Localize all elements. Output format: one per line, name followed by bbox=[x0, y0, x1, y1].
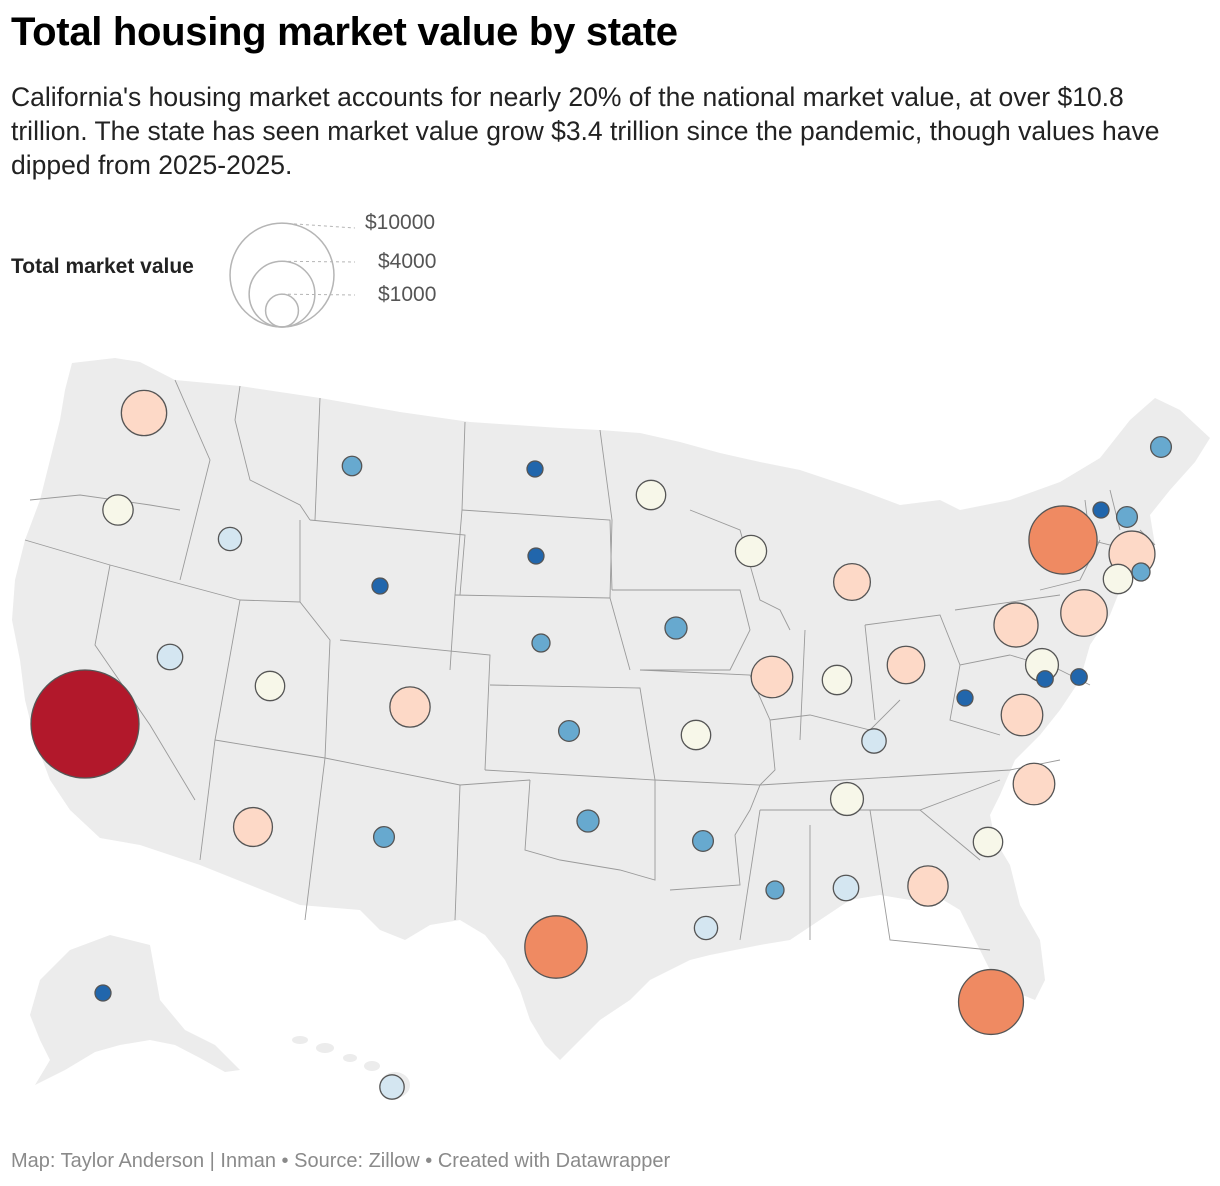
bubble-ct[interactable] bbox=[1102, 563, 1134, 595]
footer-tool: Created with Datawrapper bbox=[437, 1150, 671, 1172]
bubble-az[interactable] bbox=[232, 806, 274, 848]
bubble-nc[interactable] bbox=[1012, 762, 1056, 806]
bubble-nv[interactable] bbox=[156, 643, 184, 671]
bubble-wa[interactable] bbox=[120, 389, 168, 437]
legend-label-medium: $4000 bbox=[378, 250, 437, 273]
bubble-tn[interactable] bbox=[829, 781, 865, 817]
bubble-ut[interactable] bbox=[254, 670, 286, 702]
bubble-ky[interactable] bbox=[861, 728, 887, 754]
bubble-ne[interactable] bbox=[531, 633, 551, 653]
bubble-hi[interactable] bbox=[379, 1074, 405, 1100]
bubble-ak[interactable] bbox=[94, 984, 112, 1002]
bubble-il[interactable] bbox=[750, 655, 794, 699]
bubble-mn[interactable] bbox=[635, 479, 667, 511]
bubble-wi[interactable] bbox=[734, 534, 768, 568]
bubble-ny[interactable] bbox=[1028, 505, 1098, 575]
bubble-wv[interactable] bbox=[956, 689, 974, 707]
alaska-landmass bbox=[30, 935, 240, 1085]
bubble-or[interactable] bbox=[102, 494, 134, 526]
legend-leader-4000 bbox=[281, 260, 356, 263]
legend-circle-1000 bbox=[264, 293, 300, 328]
bubble-co[interactable] bbox=[389, 686, 431, 728]
bubble-al[interactable] bbox=[832, 874, 860, 902]
bubble-nh[interactable] bbox=[1115, 505, 1139, 529]
footer: Map: Taylor Anderson | Inman • Source: Z… bbox=[11, 1150, 670, 1173]
footer-separator-1: • bbox=[275, 1150, 295, 1172]
legend-title: Total market value bbox=[11, 255, 194, 278]
bubble-nj[interactable] bbox=[1060, 589, 1108, 637]
bubble-ok[interactable] bbox=[576, 809, 600, 833]
bubble-ca[interactable] bbox=[30, 669, 140, 779]
bubble-in[interactable] bbox=[821, 664, 853, 696]
legend-label-small: $1000 bbox=[378, 283, 437, 306]
bubble-oh[interactable] bbox=[886, 645, 926, 685]
bubble-me[interactable] bbox=[1149, 435, 1173, 459]
bubble-nd[interactable] bbox=[526, 460, 544, 478]
bubble-ar[interactable] bbox=[691, 829, 715, 853]
bubble-wy[interactable] bbox=[371, 577, 389, 595]
bubble-id[interactable] bbox=[217, 526, 243, 552]
bubble-mt[interactable] bbox=[341, 455, 363, 477]
bubble-de[interactable] bbox=[1070, 668, 1088, 686]
size-legend bbox=[229, 222, 356, 328]
bubble-sc[interactable] bbox=[972, 826, 1004, 858]
legend-label-large: $10000 bbox=[365, 211, 436, 234]
bubble-mi[interactable] bbox=[832, 562, 872, 602]
bubble-ri[interactable] bbox=[1131, 562, 1151, 582]
bubble-ms[interactable] bbox=[765, 880, 785, 900]
bubble-ia[interactable] bbox=[664, 616, 688, 640]
bubble-mo[interactable] bbox=[680, 719, 712, 751]
bubble-la[interactable] bbox=[693, 915, 719, 941]
bubble-pa[interactable] bbox=[993, 602, 1039, 648]
legend-circle-10000 bbox=[229, 222, 335, 328]
us-map bbox=[12, 358, 1210, 1100]
bubble-fl[interactable] bbox=[957, 968, 1025, 1036]
state-bubbles bbox=[30, 389, 1173, 1100]
bubble-tx[interactable] bbox=[524, 915, 588, 979]
bubble-vt[interactable] bbox=[1092, 501, 1110, 519]
footer-source: Source: Zillow bbox=[294, 1150, 420, 1172]
bubble-va[interactable] bbox=[1000, 693, 1044, 737]
legend-leader-10000 bbox=[281, 222, 356, 229]
bubble-ga[interactable] bbox=[907, 865, 949, 907]
footer-map-credit: Map: Taylor Anderson | Inman bbox=[11, 1150, 276, 1172]
bubble-nm[interactable] bbox=[372, 825, 396, 849]
bubble-dc[interactable] bbox=[1036, 670, 1054, 688]
bubble-ks[interactable] bbox=[557, 719, 581, 743]
chart-subtitle: California's housing market accounts for… bbox=[11, 82, 1160, 180]
footer-separator-2: • bbox=[419, 1150, 438, 1172]
bubble-sd[interactable] bbox=[527, 547, 545, 565]
state-borders bbox=[24, 379, 1156, 951]
legend-leader-1000 bbox=[281, 293, 356, 296]
chart-title: Total housing market value by state bbox=[11, 10, 678, 54]
